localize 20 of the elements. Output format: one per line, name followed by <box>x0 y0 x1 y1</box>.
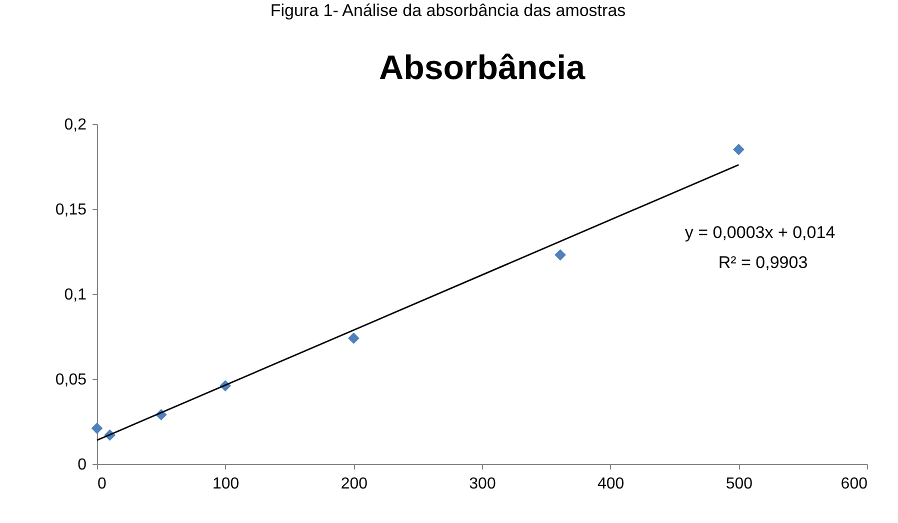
x-tick-label: 100 <box>212 476 240 492</box>
point <box>732 144 744 156</box>
y-tick-label: 0,05 <box>55 372 87 388</box>
annotation: R² = 0,9903 <box>718 253 808 272</box>
text: Figura 1- Análise da absorbância das amostras <box>270 1 626 20</box>
x-tick-label: 600 <box>840 476 868 492</box>
point <box>554 249 566 261</box>
chart-title: Absorbância <box>379 49 586 87</box>
y-tick-label: 0,1 <box>64 286 87 304</box>
point <box>348 332 360 344</box>
y-tick-label: 0 <box>78 456 87 474</box>
x-tick-label: 0 <box>98 476 106 492</box>
y-tick-label: 0,15 <box>55 202 87 218</box>
annotation: y = 0,0003x + 0,014 <box>684 223 836 242</box>
x-tick-label: 400 <box>597 476 624 492</box>
point <box>91 422 103 434</box>
x-tick-label: 500 <box>726 476 753 492</box>
x-tick-label: 300 <box>469 476 496 492</box>
x-tick-label: 200 <box>340 476 368 492</box>
y-tick-label: 0,2 <box>64 116 87 134</box>
